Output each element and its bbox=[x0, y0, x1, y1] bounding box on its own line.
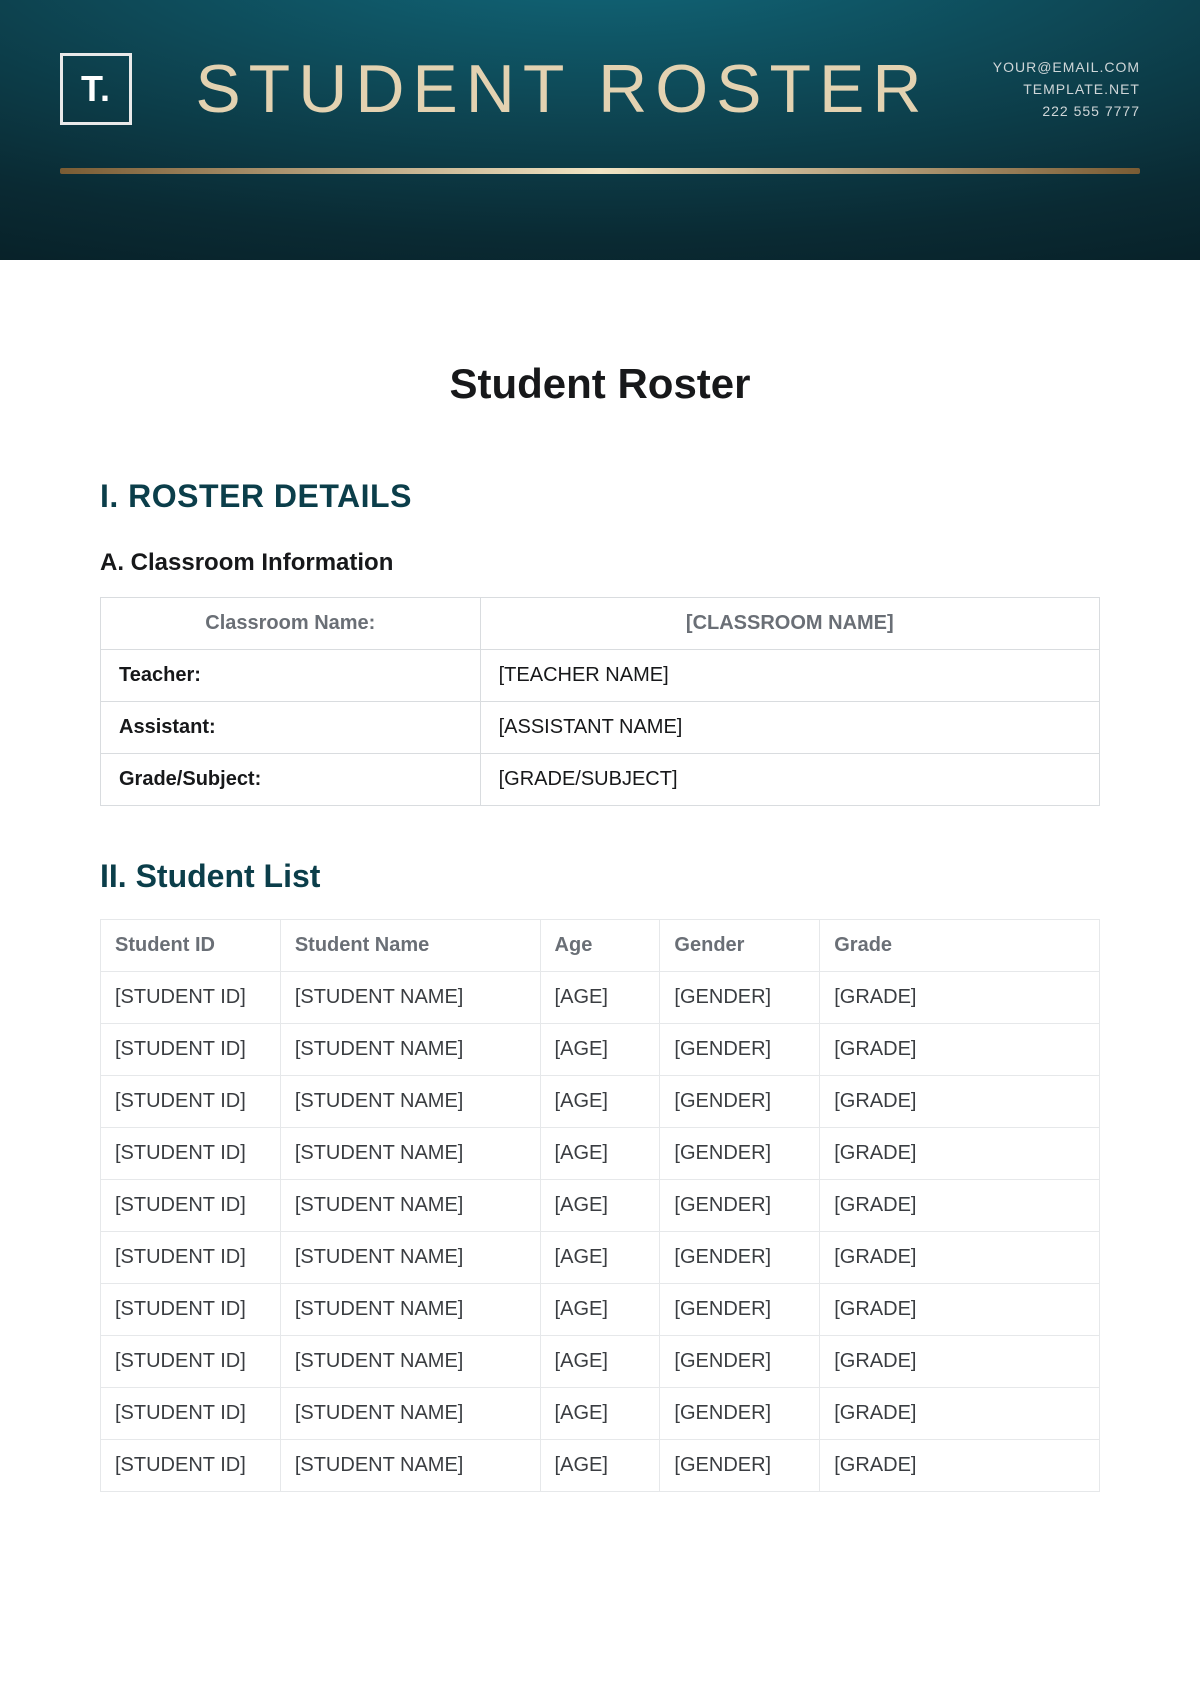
student-list-col-header: Grade bbox=[820, 920, 1100, 972]
info-row-label: Teacher: bbox=[101, 650, 481, 702]
contact-phone: 222 555 7777 bbox=[1042, 103, 1140, 119]
student-cell: [STUDENT ID] bbox=[101, 1388, 281, 1440]
student-cell: [GENDER] bbox=[660, 1440, 820, 1492]
student-cell: [GRADE] bbox=[820, 1284, 1100, 1336]
student-cell: [GRADE] bbox=[820, 1024, 1100, 1076]
student-cell: [AGE] bbox=[540, 972, 660, 1024]
contact-block: YOUR@EMAIL.COM TEMPLATE.NET 222 555 7777 bbox=[993, 59, 1140, 119]
page-canvas: T. STUDENT ROSTER YOUR@EMAIL.COM TEMPLAT… bbox=[0, 0, 1200, 1700]
student-cell: [AGE] bbox=[540, 1388, 660, 1440]
student-cell: [STUDENT NAME] bbox=[280, 1440, 540, 1492]
student-cell: [STUDENT NAME] bbox=[280, 1336, 540, 1388]
student-cell: [GRADE] bbox=[820, 1388, 1100, 1440]
student-cell: [AGE] bbox=[540, 1024, 660, 1076]
student-row: [STUDENT ID][STUDENT NAME][AGE][GENDER][… bbox=[101, 1180, 1100, 1232]
student-cell: [GENDER] bbox=[660, 972, 820, 1024]
student-cell: [GRADE] bbox=[820, 1440, 1100, 1492]
info-row-value: [TEACHER NAME] bbox=[480, 650, 1099, 702]
document-body: Student Roster I. ROSTER DETAILS A. Clas… bbox=[0, 260, 1200, 1700]
student-cell: [AGE] bbox=[540, 1232, 660, 1284]
info-header-row: Classroom Name: [CLASSROOM NAME] bbox=[101, 598, 1100, 650]
student-cell: [STUDENT NAME] bbox=[280, 1388, 540, 1440]
student-cell: [GRADE] bbox=[820, 1232, 1100, 1284]
student-list-col-header: Student ID bbox=[101, 920, 281, 972]
section-1-heading: I. ROSTER DETAILS bbox=[100, 478, 1100, 515]
student-cell: [STUDENT ID] bbox=[101, 1180, 281, 1232]
banner-divider bbox=[60, 168, 1140, 174]
info-header-left: Classroom Name: bbox=[101, 598, 481, 650]
student-cell: [GENDER] bbox=[660, 1024, 820, 1076]
student-cell: [STUDENT NAME] bbox=[280, 1076, 540, 1128]
student-row: [STUDENT ID][STUDENT NAME][AGE][GENDER][… bbox=[101, 1232, 1100, 1284]
section-1a-heading: A. Classroom Information bbox=[100, 549, 1100, 577]
student-cell: [STUDENT NAME] bbox=[280, 1128, 540, 1180]
student-cell: [GENDER] bbox=[660, 1076, 820, 1128]
student-list-table: Student IDStudent NameAgeGenderGrade [ST… bbox=[100, 919, 1100, 1492]
info-row-label: Assistant: bbox=[101, 702, 481, 754]
student-cell: [STUDENT NAME] bbox=[280, 1232, 540, 1284]
student-cell: [STUDENT ID] bbox=[101, 1232, 281, 1284]
student-row: [STUDENT ID][STUDENT NAME][AGE][GENDER][… bbox=[101, 1440, 1100, 1492]
student-cell: [GENDER] bbox=[660, 1284, 820, 1336]
student-cell: [AGE] bbox=[540, 1284, 660, 1336]
student-cell: [STUDENT ID] bbox=[101, 1128, 281, 1180]
student-cell: [GRADE] bbox=[820, 1336, 1100, 1388]
student-cell: [STUDENT ID] bbox=[101, 1076, 281, 1128]
contact-email: YOUR@EMAIL.COM bbox=[993, 59, 1140, 75]
banner-title: STUDENT ROSTER bbox=[166, 50, 959, 128]
student-cell: [AGE] bbox=[540, 1180, 660, 1232]
student-cell: [GENDER] bbox=[660, 1180, 820, 1232]
student-cell: [STUDENT ID] bbox=[101, 972, 281, 1024]
student-cell: [GENDER] bbox=[660, 1388, 820, 1440]
student-row: [STUDENT ID][STUDENT NAME][AGE][GENDER][… bbox=[101, 1024, 1100, 1076]
student-row: [STUDENT ID][STUDENT NAME][AGE][GENDER][… bbox=[101, 972, 1100, 1024]
classroom-info-table: Classroom Name: [CLASSROOM NAME] Teacher… bbox=[100, 597, 1100, 806]
banner: T. STUDENT ROSTER YOUR@EMAIL.COM TEMPLAT… bbox=[0, 0, 1200, 260]
student-row: [STUDENT ID][STUDENT NAME][AGE][GENDER][… bbox=[101, 1076, 1100, 1128]
info-row: Grade/Subject:[GRADE/SUBJECT] bbox=[101, 754, 1100, 806]
student-cell: [STUDENT NAME] bbox=[280, 1284, 540, 1336]
banner-row: T. STUDENT ROSTER YOUR@EMAIL.COM TEMPLAT… bbox=[60, 50, 1140, 128]
logo-mark: T. bbox=[60, 53, 132, 125]
student-cell: [STUDENT NAME] bbox=[280, 1024, 540, 1076]
student-cell: [GRADE] bbox=[820, 1076, 1100, 1128]
section-2-heading: II. Student List bbox=[100, 858, 1100, 895]
student-cell: [AGE] bbox=[540, 1128, 660, 1180]
contact-website: TEMPLATE.NET bbox=[1023, 81, 1140, 97]
info-row-value: [GRADE/SUBJECT] bbox=[480, 754, 1099, 806]
student-cell: [STUDENT NAME] bbox=[280, 1180, 540, 1232]
student-cell: [GENDER] bbox=[660, 1232, 820, 1284]
student-row: [STUDENT ID][STUDENT NAME][AGE][GENDER][… bbox=[101, 1128, 1100, 1180]
student-row: [STUDENT ID][STUDENT NAME][AGE][GENDER][… bbox=[101, 1336, 1100, 1388]
student-cell: [STUDENT ID] bbox=[101, 1440, 281, 1492]
student-cell: [STUDENT NAME] bbox=[280, 972, 540, 1024]
student-row: [STUDENT ID][STUDENT NAME][AGE][GENDER][… bbox=[101, 1284, 1100, 1336]
student-row: [STUDENT ID][STUDENT NAME][AGE][GENDER][… bbox=[101, 1388, 1100, 1440]
student-cell: [AGE] bbox=[540, 1336, 660, 1388]
student-list-col-header: Age bbox=[540, 920, 660, 972]
info-header-right: [CLASSROOM NAME] bbox=[480, 598, 1099, 650]
student-cell: [GENDER] bbox=[660, 1128, 820, 1180]
document-title: Student Roster bbox=[100, 360, 1100, 408]
logo-text: T. bbox=[81, 68, 111, 110]
student-list-header-row: Student IDStudent NameAgeGenderGrade bbox=[101, 920, 1100, 972]
student-cell: [STUDENT ID] bbox=[101, 1024, 281, 1076]
info-row-value: [ASSISTANT NAME] bbox=[480, 702, 1099, 754]
info-row: Teacher:[TEACHER NAME] bbox=[101, 650, 1100, 702]
student-cell: [STUDENT ID] bbox=[101, 1336, 281, 1388]
student-cell: [STUDENT ID] bbox=[101, 1284, 281, 1336]
student-list-col-header: Student Name bbox=[280, 920, 540, 972]
student-cell: [AGE] bbox=[540, 1440, 660, 1492]
info-row-label: Grade/Subject: bbox=[101, 754, 481, 806]
student-list-col-header: Gender bbox=[660, 920, 820, 972]
student-cell: [GRADE] bbox=[820, 1180, 1100, 1232]
student-cell: [GENDER] bbox=[660, 1336, 820, 1388]
student-cell: [GRADE] bbox=[820, 972, 1100, 1024]
info-row: Assistant:[ASSISTANT NAME] bbox=[101, 702, 1100, 754]
student-cell: [AGE] bbox=[540, 1076, 660, 1128]
student-cell: [GRADE] bbox=[820, 1128, 1100, 1180]
